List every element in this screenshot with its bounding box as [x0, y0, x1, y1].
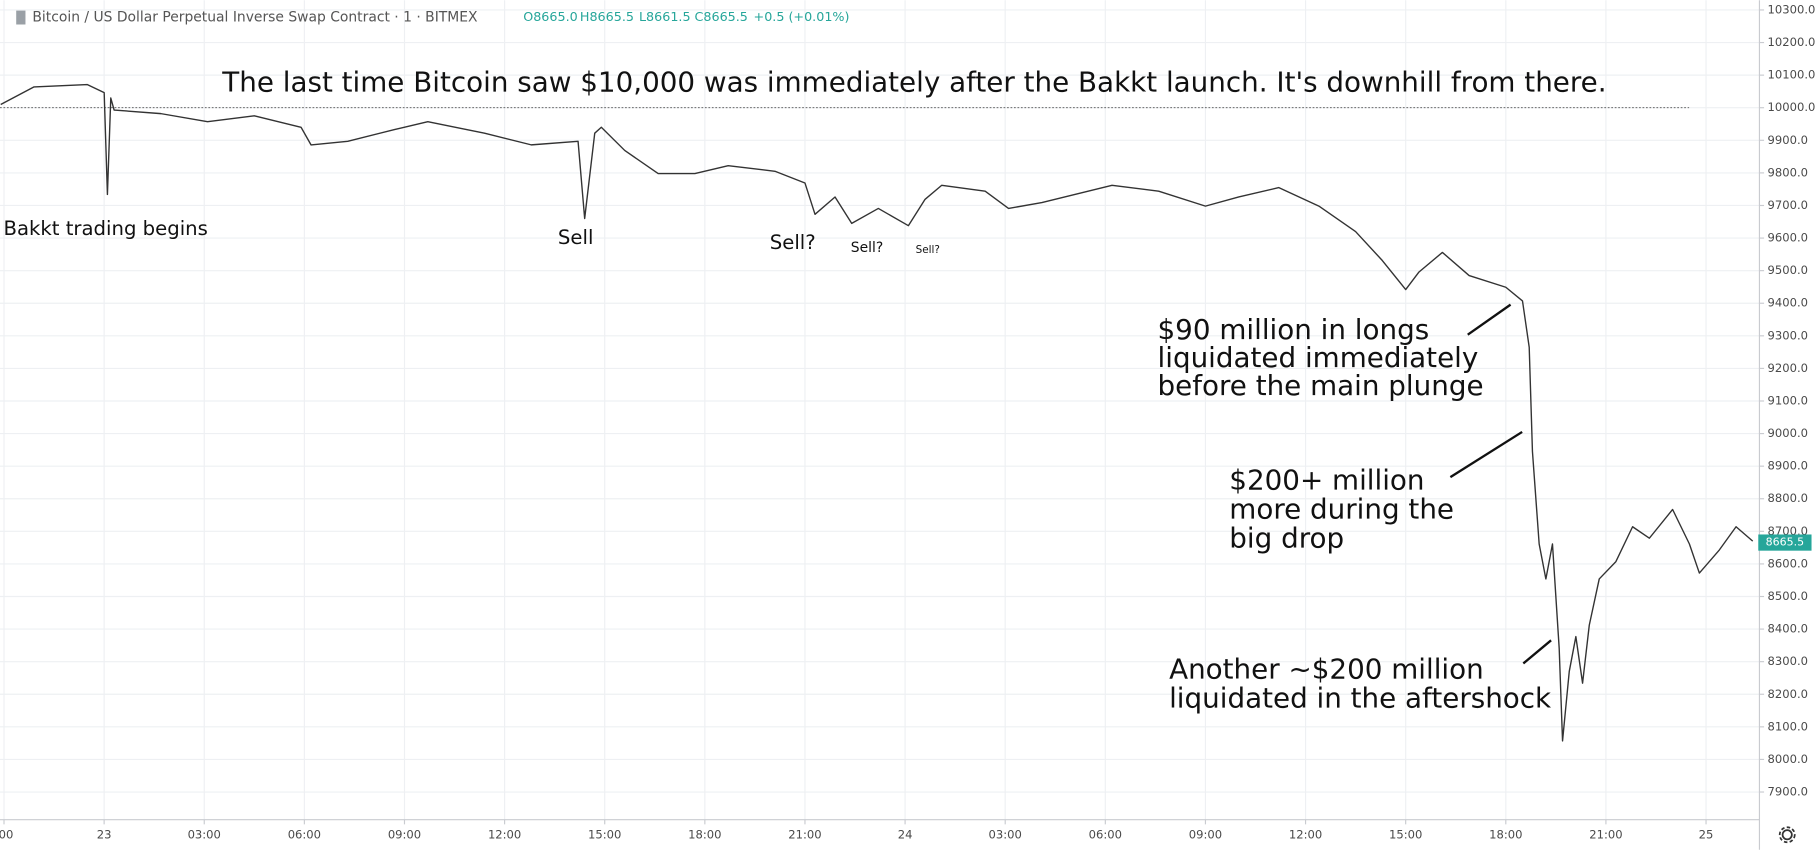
pointer [1449, 430, 1523, 479]
title: The last time Bitcoin saw $10,000 was im… [221, 66, 1606, 99]
x-tick-label: 23 [97, 827, 112, 841]
last-price-box [1758, 534, 1812, 551]
y-tick-label: 9600.0 [1768, 231, 1808, 245]
plot [0, 83, 1754, 742]
y-tick-label: 8200.0 [1768, 687, 1808, 701]
x-tick-label: 15:00 [588, 827, 621, 841]
grid [0, 0, 1760, 820]
pointer [1522, 639, 1552, 665]
annotation: $200+ million [1229, 464, 1424, 497]
y-tick-label: 8800.0 [1768, 491, 1808, 505]
x-tick-label: 06:00 [1089, 827, 1122, 841]
y-tick-label: 8300.0 [1768, 654, 1808, 668]
y-tick-label: 8500.0 [1768, 589, 1808, 603]
settings-icon[interactable] [1778, 826, 1796, 844]
x-tick-label: 03:00 [188, 827, 221, 841]
y-tick-label: 8600.0 [1768, 556, 1808, 570]
legend-open: O8665.0 [523, 10, 578, 25]
annotation: Sell [558, 226, 594, 249]
annotation: Sell? [851, 240, 883, 256]
x-tick-label: 09:00 [388, 827, 421, 841]
annotation: Bakkt trading begins [3, 217, 207, 240]
pointer-lines [1449, 303, 1552, 665]
legend-close: C8665.5 [695, 10, 748, 25]
annotation: Another ~$200 million [1169, 652, 1484, 685]
annotation: Sell? [916, 244, 940, 256]
annotation: $90 million in longs [1158, 313, 1430, 346]
y-tick-label: 10200.0 [1768, 35, 1815, 49]
x-tick-label: 25 [1699, 827, 1714, 841]
x-tick-label: 09:00 [1189, 827, 1222, 841]
legend-high: H8665.5 [580, 10, 634, 25]
x-tick-label: 24 [898, 827, 913, 841]
annotation: liquidated immediately [1158, 341, 1479, 374]
x-tick-label: 18:00 [1489, 827, 1522, 841]
x-tick-label: 15:00 [1389, 827, 1422, 841]
x-tick-label: 03:00 [989, 827, 1022, 841]
annotation: more during the [1229, 493, 1454, 526]
y-tick-label: 10100.0 [1768, 68, 1815, 82]
legend-low: L8661.5 [639, 10, 691, 25]
last-price-label: 8665.5 [1766, 536, 1804, 549]
y-tick-label: 9200.0 [1768, 361, 1808, 375]
x-tick-label: 06:00 [288, 827, 321, 841]
y-tick-label: 9900.0 [1768, 133, 1808, 147]
y-tick-label: 8700.0 [1768, 524, 1808, 538]
y-tick-label: 9300.0 [1768, 328, 1808, 342]
annotation: Sell? [770, 231, 816, 254]
y-tick-label: 10300.0 [1768, 2, 1815, 16]
y-tick-label: 8900.0 [1768, 459, 1808, 473]
y-tick-label: 8100.0 [1768, 719, 1808, 733]
y-tick-label: 10000.0 [1768, 100, 1815, 114]
price-line [0, 83, 1754, 742]
y-tick-label: 8400.0 [1768, 622, 1808, 636]
annotation: liquidated in the aftershock [1169, 681, 1551, 714]
x-tick-label: 18:00 [688, 827, 721, 841]
gear[interactable] [1781, 829, 1793, 841]
legend-change: +0.5 (+0.01%) [754, 10, 850, 25]
y-tick-label: 9400.0 [1768, 296, 1808, 310]
pointer [1467, 303, 1512, 336]
annotation: before the main plunge [1158, 369, 1484, 402]
symbol: Bitcoin / US Dollar Perpetual Inverse Sw… [32, 10, 478, 26]
annotations: Bakkt trading begins Sell Sell? Sell? Sell? $… [3, 217, 1551, 714]
y-tick-label: 9000.0 [1768, 426, 1808, 440]
x-tick-label: 12:00 [488, 827, 521, 841]
x-tick-label: 21:00 [788, 827, 821, 841]
y-tick-label: 9800.0 [1768, 165, 1808, 179]
x-tick-label: 21:00 [1589, 827, 1622, 841]
annotation: big drop [1229, 522, 1344, 555]
gear-teeth[interactable] [1778, 826, 1796, 844]
x-tick-label: 12:00 [1289, 827, 1322, 841]
symbol-icon [16, 10, 26, 25]
y-tick-label: 7900.0 [1768, 785, 1808, 799]
x-tick-label: :00 [0, 827, 13, 841]
y-tick-label: 9500.0 [1768, 263, 1808, 277]
y-tick-label: 9100.0 [1768, 393, 1808, 407]
y-tick-label: 8000.0 [1768, 752, 1808, 766]
y-tick-label: 9700.0 [1768, 198, 1808, 212]
